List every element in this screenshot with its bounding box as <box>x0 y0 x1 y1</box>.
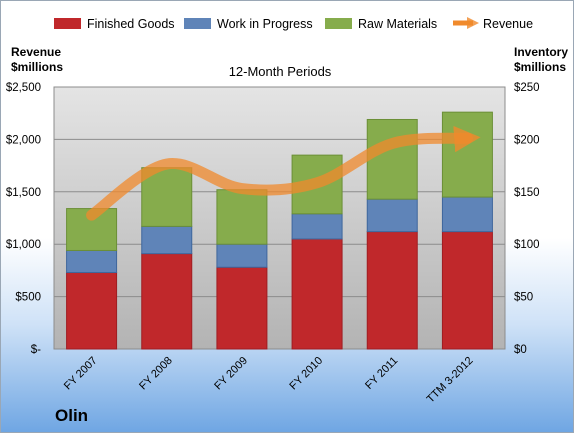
left-tick-label: $- <box>31 344 41 356</box>
left-tick-label: $500 <box>15 292 41 304</box>
bar-raw-materials <box>441 111 493 198</box>
left-tick-label: $2,000 <box>6 134 41 146</box>
right-tick-label: $0 <box>514 344 527 356</box>
legend-swatch-raw-materials <box>325 18 352 29</box>
left-tick-label: $2,500 <box>6 82 41 94</box>
left-axis-title-line1: Revenue <box>11 45 61 59</box>
bar-work-in-progress <box>291 213 343 240</box>
x-tick-label: FY 2010 <box>287 355 325 393</box>
legend-label-revenue: Revenue <box>483 17 533 31</box>
legend-label-finished-goods: Finished Goods <box>87 17 175 31</box>
left-tick-label: $1,000 <box>6 239 41 251</box>
left-axis-title-line2: $millions <box>11 60 63 74</box>
legend-label-work-in-progress: Work in Progress <box>217 17 313 31</box>
bar-work-in-progress <box>366 198 418 233</box>
x-axis-labels: FY 2007 FY 2008 FY 2009 FY 2010 FY 2011 TTM 3… <box>62 355 476 406</box>
bar-raw-materials <box>216 189 268 245</box>
x-tick-label: FY 2007 <box>62 355 100 393</box>
legend-label-raw-materials: Raw Materials <box>358 17 437 31</box>
revenue-line-group <box>86 125 481 221</box>
right-tick-label: $200 <box>514 134 540 146</box>
x-tick-label: FY 2008 <box>137 355 175 393</box>
right-tick-label: $250 <box>514 82 540 94</box>
bar-finished-goods <box>141 253 193 350</box>
right-axis-title-line2: $millions <box>514 60 566 74</box>
bar-raw-materials <box>366 118 418 200</box>
legend-swatch-work-in-progress <box>184 18 211 29</box>
bar-finished-goods <box>366 231 418 350</box>
bars <box>66 111 493 350</box>
revenue-line <box>86 125 481 221</box>
left-axis-ticks: $- $500 $1,000 $1,500 $2,000 $2,500 <box>6 82 41 356</box>
right-tick-label: $150 <box>514 187 540 199</box>
bar-finished-goods <box>441 231 493 350</box>
chart-title: 12-Month Periods <box>229 64 332 79</box>
legend-swatch-finished-goods <box>54 18 81 29</box>
bar-work-in-progress <box>141 225 193 255</box>
bar-finished-goods <box>291 238 343 350</box>
right-tick-label: $100 <box>514 239 540 251</box>
company-name: Olin <box>55 406 88 425</box>
bar-work-in-progress <box>216 243 268 268</box>
x-tick-label: TTM 3-2012 <box>425 355 476 406</box>
bar-work-in-progress <box>66 249 118 273</box>
left-tick-label: $1,500 <box>6 187 41 199</box>
x-tick-label: FY 2011 <box>363 355 400 392</box>
bar-finished-goods <box>66 271 118 350</box>
right-axis-ticks: $0 $50 $100 $150 $200 $250 <box>514 82 540 356</box>
bar-work-in-progress <box>441 196 493 233</box>
plot-area <box>53 86 506 350</box>
bar-raw-materials <box>141 167 193 227</box>
right-axis-title-line1: Inventory <box>514 45 568 59</box>
x-tick-label: FY 2009 <box>212 355 250 393</box>
right-tick-label: $50 <box>514 292 533 304</box>
bar-finished-goods <box>216 266 268 350</box>
legend: Finished Goods Work in Progress Raw Mate… <box>54 16 533 31</box>
